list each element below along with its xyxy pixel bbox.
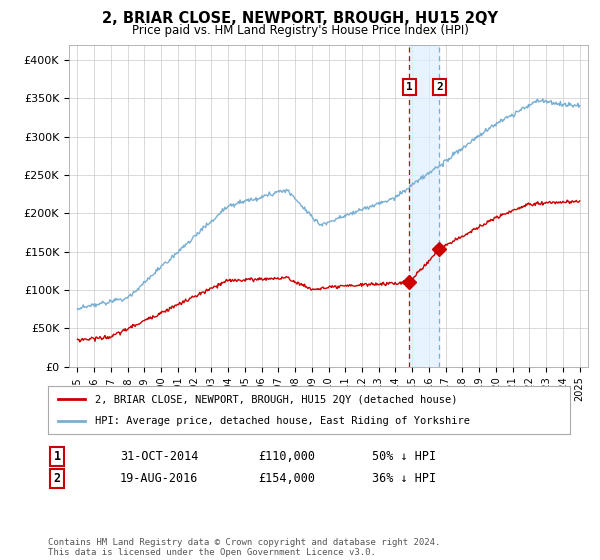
Text: HPI: Average price, detached house, East Riding of Yorkshire: HPI: Average price, detached house, East… [95, 416, 470, 426]
Text: Contains HM Land Registry data © Crown copyright and database right 2024.
This d: Contains HM Land Registry data © Crown c… [48, 538, 440, 557]
Text: £154,000: £154,000 [258, 472, 315, 486]
Text: 19-AUG-2016: 19-AUG-2016 [120, 472, 199, 486]
Text: 2, BRIAR CLOSE, NEWPORT, BROUGH, HU15 2QY (detached house): 2, BRIAR CLOSE, NEWPORT, BROUGH, HU15 2Q… [95, 394, 457, 404]
Text: 31-OCT-2014: 31-OCT-2014 [120, 450, 199, 463]
Text: £110,000: £110,000 [258, 450, 315, 463]
Text: 2: 2 [436, 82, 443, 92]
Bar [409, 45, 439, 367]
Text: 2: 2 [53, 472, 61, 486]
Text: 1: 1 [406, 82, 413, 92]
Text: Price paid vs. HM Land Registry's House Price Index (HPI): Price paid vs. HM Land Registry's House … [131, 24, 469, 36]
Text: 1: 1 [53, 450, 61, 463]
Text: 50% ↓ HPI: 50% ↓ HPI [372, 450, 436, 463]
Text: 2, BRIAR CLOSE, NEWPORT, BROUGH, HU15 2QY: 2, BRIAR CLOSE, NEWPORT, BROUGH, HU15 2Q… [102, 11, 498, 26]
Text: 36% ↓ HPI: 36% ↓ HPI [372, 472, 436, 486]
